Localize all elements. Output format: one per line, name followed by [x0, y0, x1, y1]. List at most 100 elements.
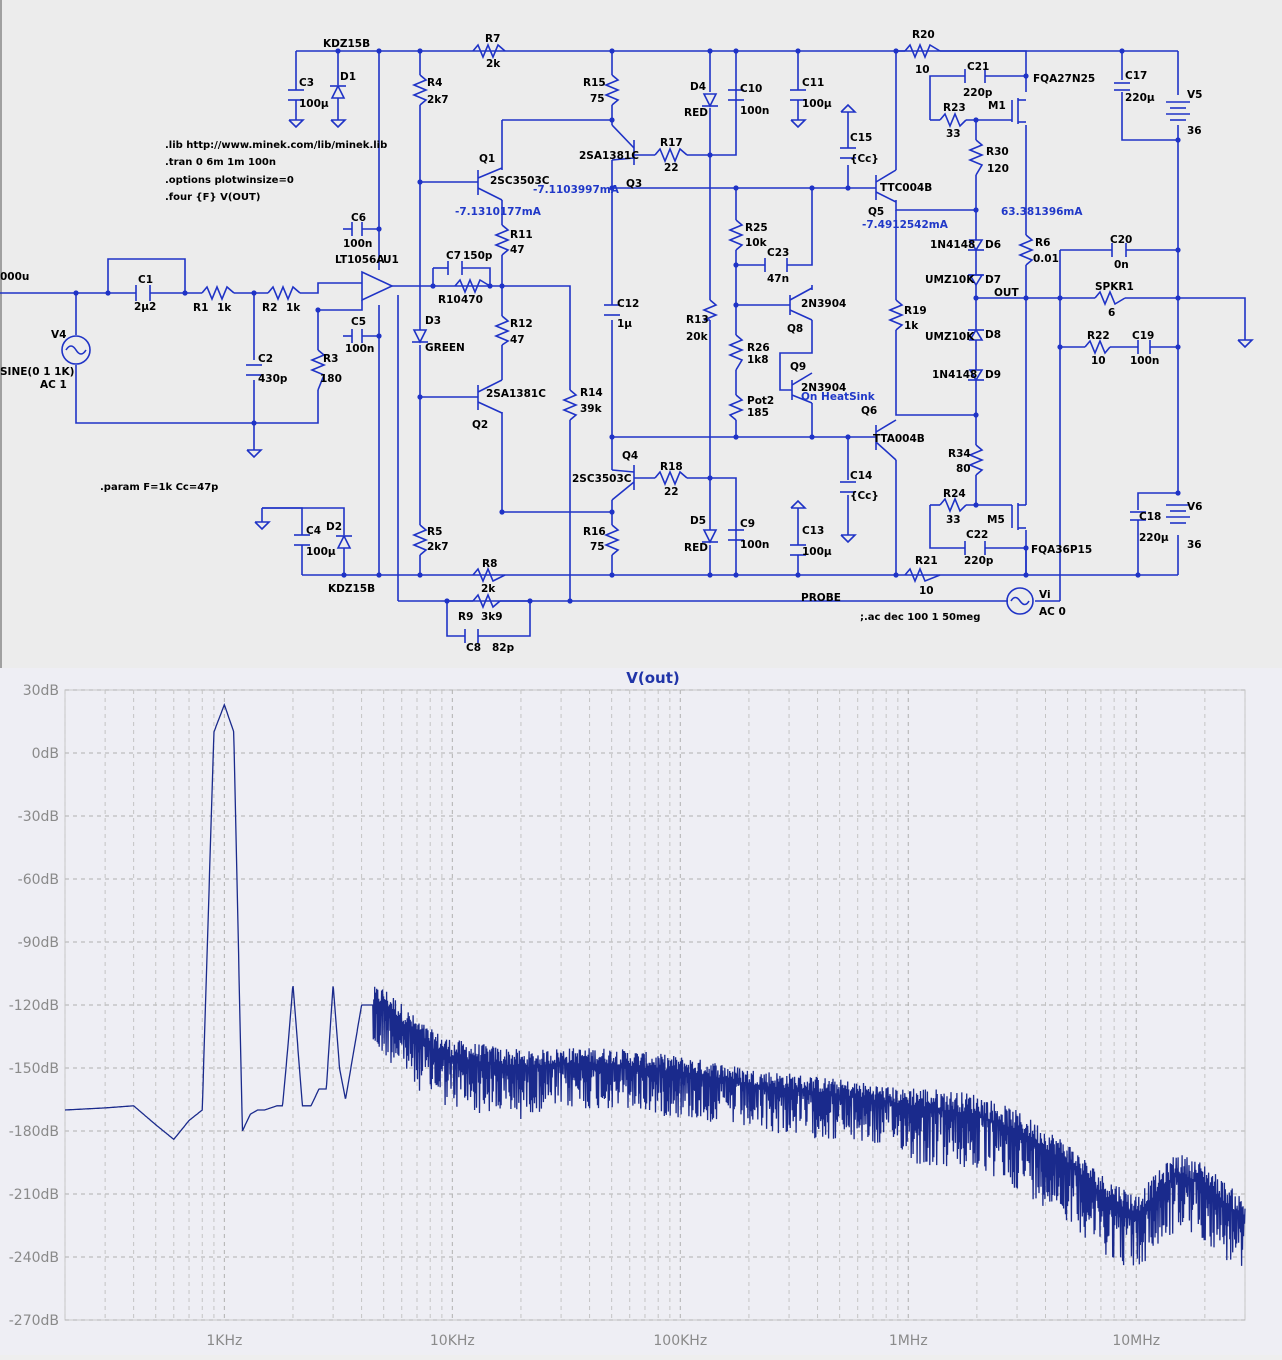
- label-r20v[interactable]: 10: [915, 64, 930, 76]
- label-r30v[interactable]: 120: [987, 163, 1009, 175]
- label-r15[interactable]: R15: [583, 77, 606, 89]
- label-c8v[interactable]: 82p: [492, 642, 515, 654]
- label-c11[interactable]: C11: [802, 77, 824, 89]
- label-v6[interactable]: V6: [1187, 501, 1202, 513]
- label-m5[interactable]: M5: [987, 514, 1005, 526]
- spice-directive[interactable]: .tran 0 6m 1m 100n: [165, 157, 276, 168]
- label-q4v[interactable]: 2SC3503C: [572, 473, 632, 485]
- label-r13v[interactable]: 20k: [686, 331, 709, 343]
- label-r9[interactable]: R9: [458, 611, 473, 623]
- label-q1[interactable]: Q1: [479, 153, 495, 165]
- spice-directive[interactable]: .param F=1k Cc=47p: [100, 482, 218, 493]
- label-q5[interactable]: Q5: [868, 206, 884, 218]
- schematic-editor[interactable]: KDZ15B KDZ15B R7 2k R20 10 C3 100µ D1 R4 2k7 R15 75 D…: [0, 0, 1282, 668]
- label-c20v[interactable]: 0n: [1114, 259, 1129, 271]
- label-c8[interactable]: C8: [466, 642, 481, 654]
- spice-directive[interactable]: ;.ac dec 100 1 50meg: [860, 612, 980, 623]
- label-c1[interactable]: C1: [138, 274, 153, 286]
- label-r22[interactable]: R22: [1087, 330, 1110, 342]
- label-c1v[interactable]: 2µ2: [134, 301, 156, 313]
- label-c19[interactable]: C19: [1132, 330, 1154, 342]
- label-d3[interactable]: D3: [425, 315, 441, 327]
- label-r10[interactable]: R10: [438, 294, 461, 306]
- label-r20[interactable]: R20: [912, 29, 935, 41]
- label-c22v[interactable]: 220p: [964, 555, 994, 567]
- label-r21v[interactable]: 10: [919, 585, 934, 597]
- label-r17[interactable]: R17: [660, 137, 683, 149]
- schematic-canvas[interactable]: KDZ15B KDZ15B R7 2k R20 10 C3 100µ D1 R4 2k7 R15 75 D…: [0, 0, 1282, 668]
- label-c9v[interactable]: 100n: [740, 539, 769, 551]
- label-r4[interactable]: R4: [427, 77, 442, 89]
- label-d2[interactable]: D2: [326, 521, 342, 533]
- label-q2[interactable]: Q2: [472, 419, 488, 431]
- label-r24[interactable]: R24: [943, 488, 966, 500]
- label-c17v[interactable]: 220µ: [1125, 92, 1155, 104]
- label-c11v[interactable]: 100µ: [802, 98, 832, 110]
- label-m5v[interactable]: FQA36P15: [1031, 544, 1092, 556]
- plot-area[interactable]: [64, 689, 1246, 1321]
- label-r22v[interactable]: 10: [1091, 355, 1106, 367]
- label-c17[interactable]: C17: [1125, 70, 1147, 82]
- label-v5[interactable]: V5: [1187, 89, 1202, 101]
- label-m1[interactable]: M1: [988, 100, 1006, 112]
- label-c13v[interactable]: 100µ: [802, 546, 832, 558]
- label-r25v[interactable]: 10k: [745, 237, 768, 249]
- label-r23v[interactable]: 33: [946, 128, 961, 140]
- label-c10v[interactable]: 100n: [740, 105, 769, 117]
- label-c5[interactable]: C5: [351, 316, 366, 328]
- label-d6v[interactable]: 1N4148: [930, 239, 975, 251]
- label-c19v[interactable]: 100n: [1130, 355, 1159, 367]
- label-r16[interactable]: R16: [583, 526, 606, 538]
- label-d9[interactable]: D9: [985, 369, 1001, 381]
- label-c12[interactable]: C12: [617, 298, 639, 310]
- label-d1[interactable]: D1: [340, 71, 356, 83]
- label-q9note[interactable]: On HeatSink: [801, 391, 876, 403]
- label-r24v[interactable]: 33: [946, 514, 961, 526]
- label-viv[interactable]: AC 0: [1039, 606, 1066, 618]
- label-vi[interactable]: Vi: [1039, 589, 1051, 601]
- label-c6v[interactable]: 100n: [343, 238, 372, 250]
- label-r14[interactable]: R14: [580, 387, 603, 399]
- label-pot2v[interactable]: 185: [747, 407, 769, 419]
- label-c23[interactable]: C23: [767, 247, 789, 259]
- label-r1[interactable]: R1: [193, 302, 208, 314]
- label-c21v[interactable]: 220p: [963, 87, 993, 99]
- label-r8v[interactable]: 2k: [481, 583, 496, 595]
- label-r19v[interactable]: 1k: [904, 320, 919, 332]
- label-r18[interactable]: R18: [660, 461, 683, 473]
- label-m1v[interactable]: FQA27N25: [1033, 73, 1095, 85]
- label-r11v[interactable]: 47: [510, 244, 525, 256]
- label-probe[interactable]: PROBE: [801, 592, 841, 604]
- label-r2v[interactable]: 1k: [286, 302, 301, 314]
- label-r30[interactable]: R30: [986, 146, 1009, 158]
- label-c10[interactable]: C10: [740, 83, 762, 95]
- label-r11[interactable]: R11: [510, 229, 533, 241]
- spice-directive[interactable]: .four {F} V(OUT): [165, 192, 260, 203]
- label-d4v[interactable]: RED: [684, 107, 708, 119]
- label-u1[interactable]: U1: [383, 254, 399, 266]
- label-r17v[interactable]: 22: [664, 162, 679, 174]
- label-c5v[interactable]: 100n: [345, 343, 374, 355]
- label-q3v[interactable]: 2SA1381C: [579, 150, 639, 162]
- label-v4v2[interactable]: AC 1: [40, 379, 67, 391]
- label-c13[interactable]: C13: [802, 525, 824, 537]
- label-c7v[interactable]: 150p: [463, 250, 493, 262]
- label-q9v[interactable]: 2N3904: [801, 382, 846, 394]
- label-v6v[interactable]: 36: [1187, 539, 1202, 551]
- label-r2[interactable]: R2: [262, 302, 277, 314]
- label-u1v[interactable]: LT1056A: [335, 254, 385, 266]
- current-readout-m1[interactable]: 63.381396mA: [1001, 206, 1083, 218]
- current-readout-q5[interactable]: -7.4912542mA: [862, 219, 949, 231]
- spice-directive[interactable]: .lib http://www.minek.com/lib/minek.lib: [165, 140, 387, 151]
- label-r3v[interactable]: 180: [320, 373, 342, 385]
- label-kdz-top[interactable]: KDZ15B: [323, 38, 370, 50]
- label-q6[interactable]: Q6: [861, 405, 877, 417]
- label-r9v[interactable]: 3k9: [481, 611, 503, 623]
- label-r23[interactable]: R23: [943, 102, 966, 114]
- label-spkrv[interactable]: 6: [1108, 307, 1115, 319]
- label-d4[interactable]: D4: [690, 81, 706, 93]
- label-r8[interactable]: R8: [482, 558, 497, 570]
- label-r5v[interactable]: 2k7: [427, 541, 449, 553]
- label-q5v[interactable]: TTC004B: [880, 182, 932, 194]
- label-v4[interactable]: V4: [51, 329, 66, 341]
